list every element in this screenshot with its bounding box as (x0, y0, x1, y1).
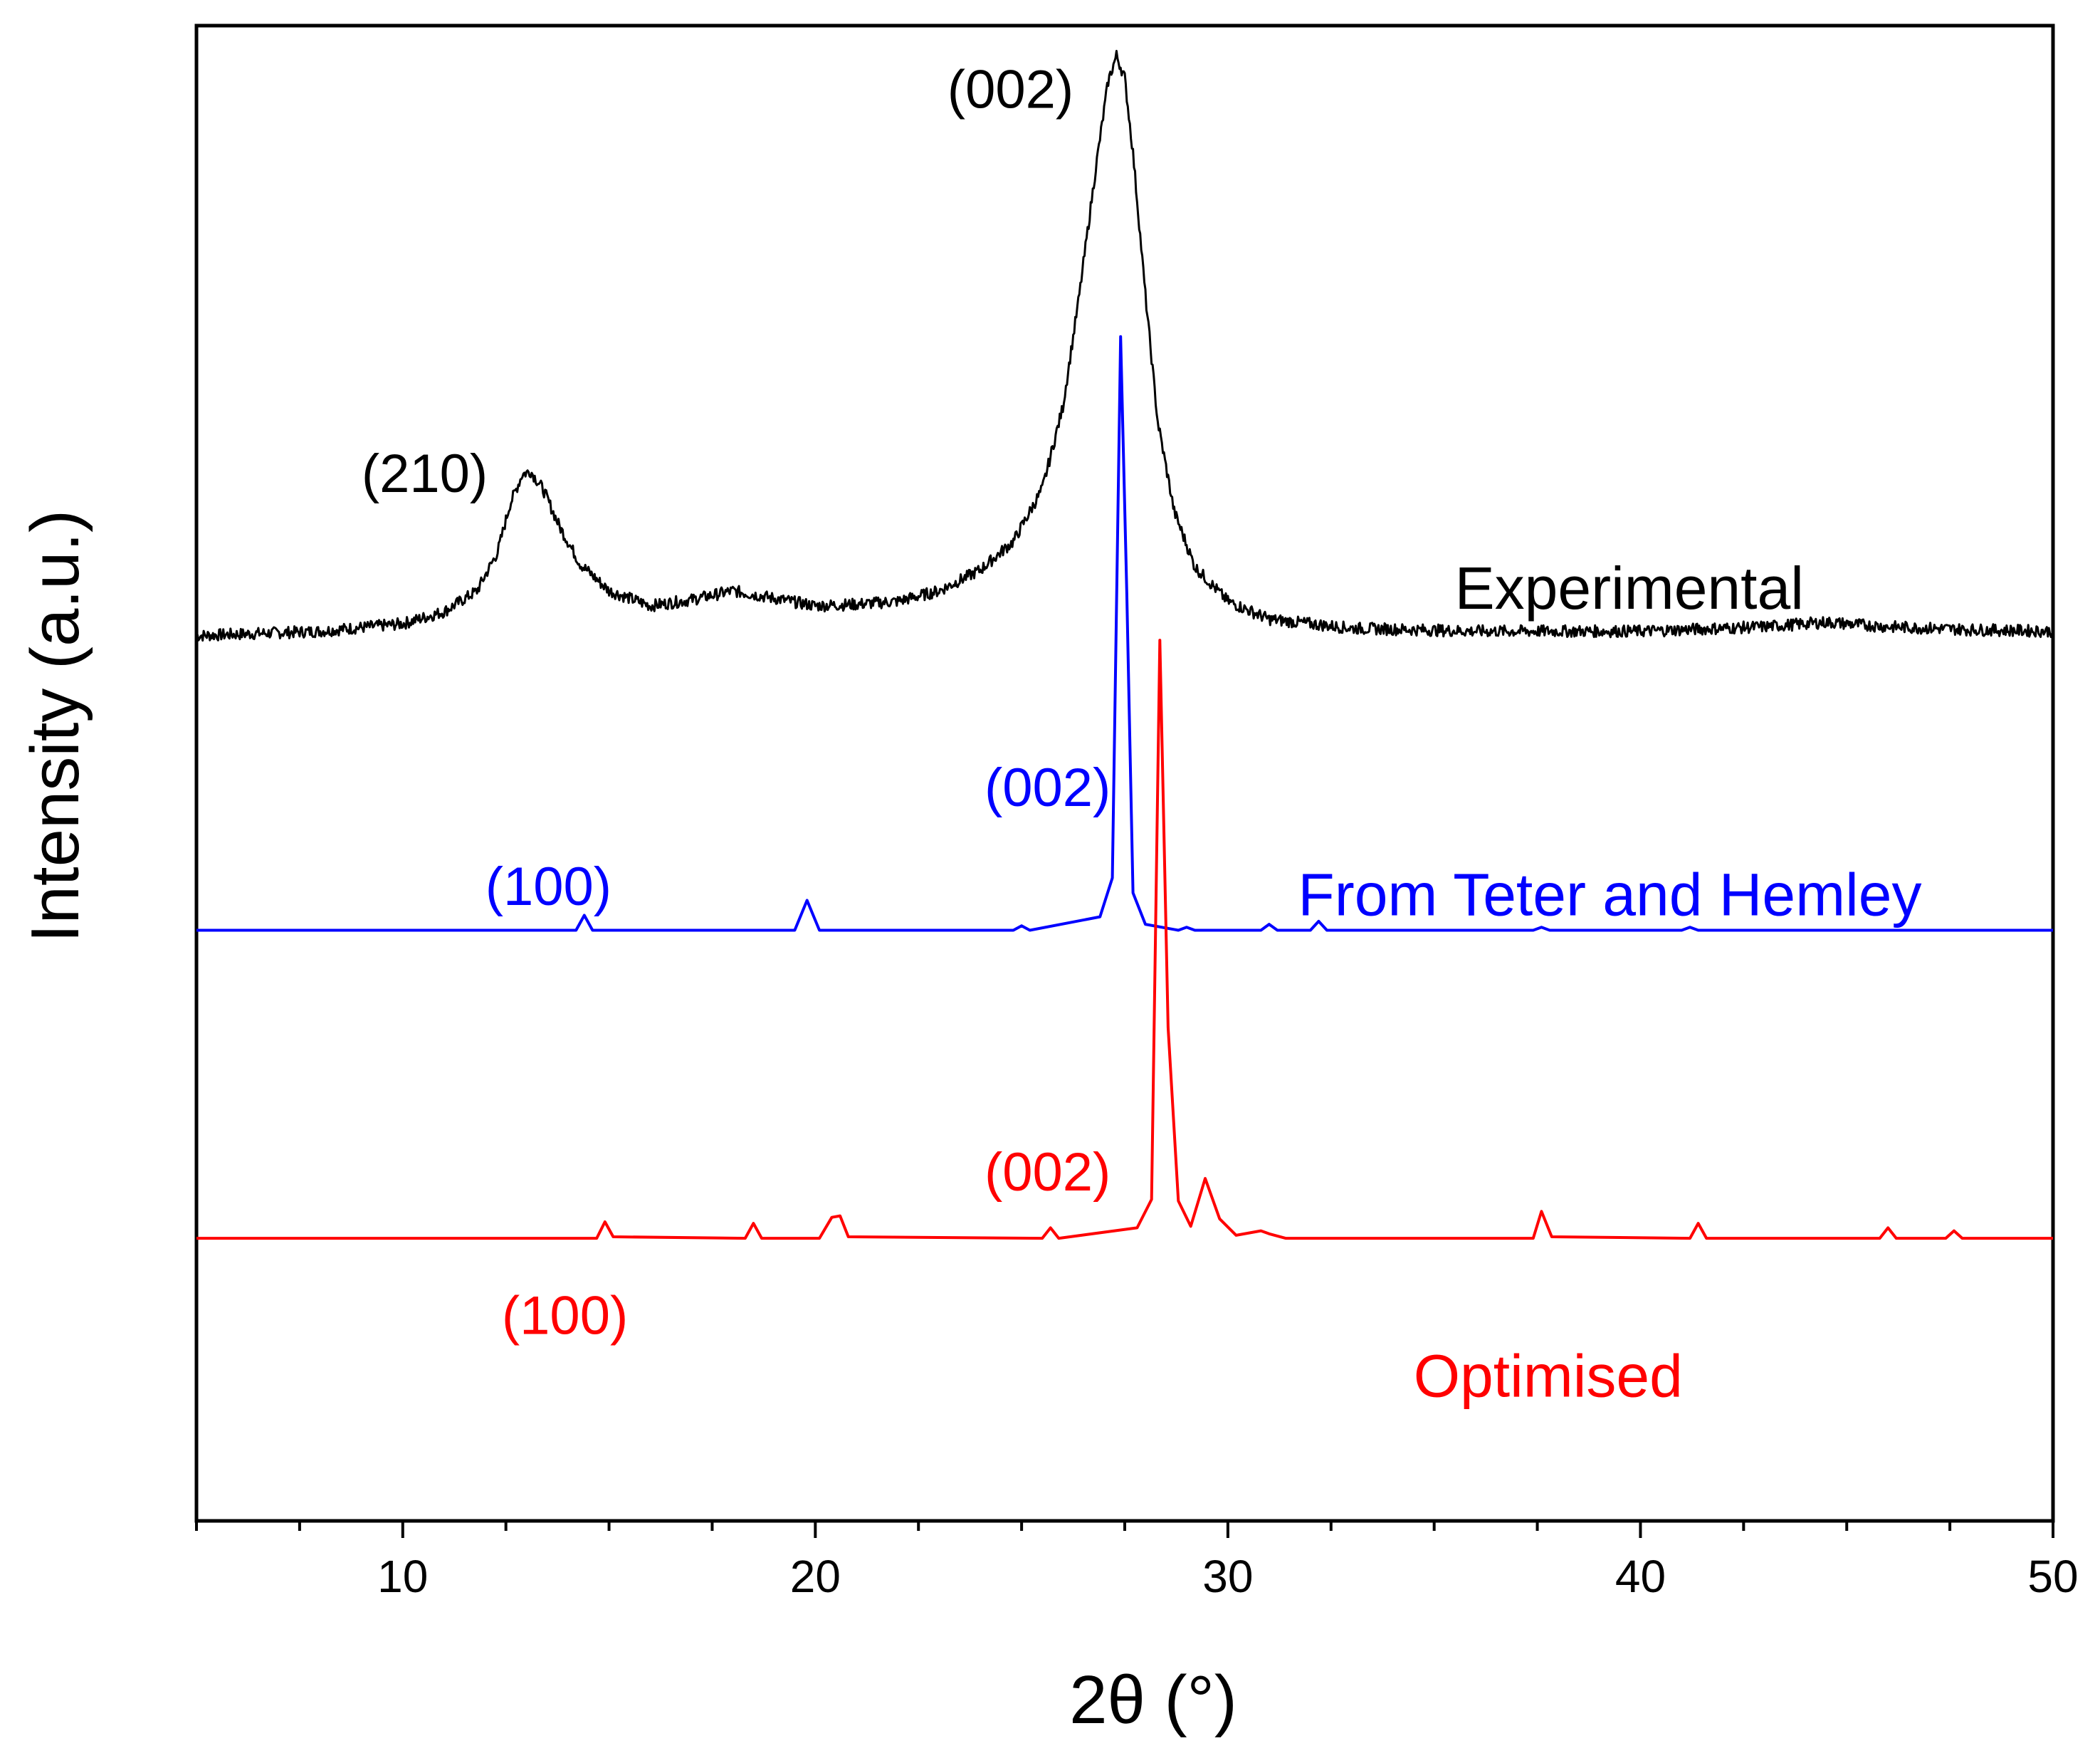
series-label: Experimental (1455, 555, 1804, 622)
y-axis-title: Intensity (a.u.) (17, 510, 93, 943)
peak-annotation: (002) (947, 60, 1073, 120)
x-tick-label: 30 (1202, 1551, 1253, 1602)
series-label: Optimised (1414, 1343, 1683, 1410)
x-tick-label: 20 (790, 1551, 841, 1602)
peak-annotation: (002) (985, 758, 1111, 818)
series-line-experimental (195, 50, 2054, 642)
x-tick-label: 50 (2027, 1551, 2078, 1602)
peak-annotation: (210) (362, 444, 488, 504)
series-line-optimised (196, 639, 2053, 1240)
series-layer (195, 50, 2054, 1240)
peak-annotations: (002) (210) (002) (100) (002) (100) (362, 60, 1111, 1346)
x-axis-ticks: 10 20 30 40 50 (195, 1521, 2079, 1602)
series-label: From Teter and Hemley (1298, 862, 1921, 928)
peak-annotation: (100) (502, 1286, 628, 1346)
peak-annotation: (100) (485, 857, 611, 917)
series-labels: Experimental From Teter and Hemley Optimis… (1298, 555, 1921, 1410)
plot-area-frame (194, 23, 2055, 1523)
peak-annotation: (002) (985, 1142, 1111, 1203)
x-tick-label: 10 (377, 1551, 428, 1602)
x-tick-label: 40 (1615, 1551, 1666, 1602)
x-axis-title: 2θ (°) (1069, 1662, 1237, 1738)
series-line-from-teter-and-hemley (196, 335, 2053, 932)
